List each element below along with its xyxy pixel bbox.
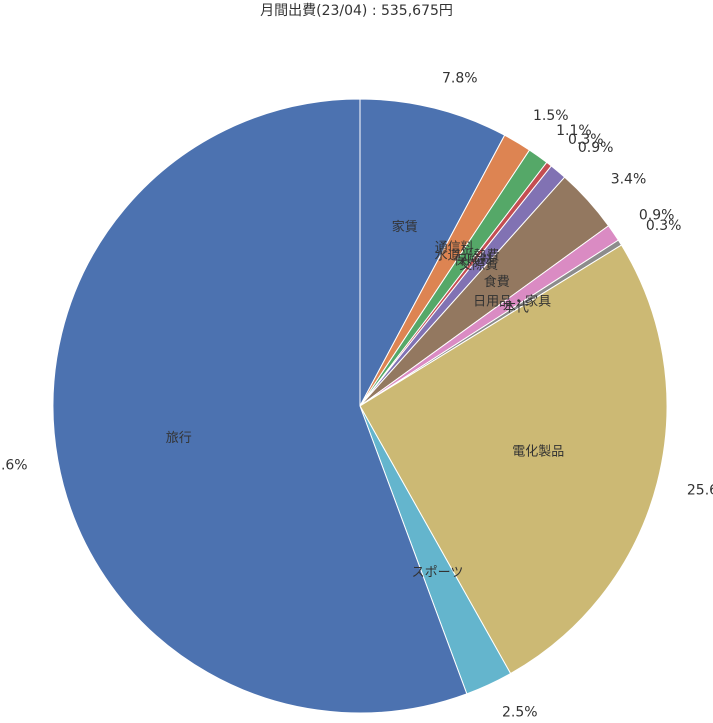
slice-percent-label: 0.3% [646, 218, 682, 234]
slice-percent-label: 1.1% [556, 123, 592, 139]
pie-slices [52, 98, 668, 714]
slice-percent-label: 0.9% [578, 140, 614, 156]
slice-category-label: 交際費 [459, 257, 498, 273]
slice-category-label: 保険料 [454, 253, 493, 268]
slice-category-label: 水道光熱費 [434, 249, 499, 264]
slice-category-label: 家賃 [392, 219, 418, 235]
pie-slice [52, 98, 468, 714]
slice-percent-label: 25.6% [687, 483, 713, 499]
slice-percent-label: 55.6% [0, 458, 28, 474]
slice-percent-label: 1.5% [533, 108, 569, 124]
pie-outer-labels: 7.8%1.5%1.1%0.3%0.9%3.4%0.9%0.3%25.6%2.5… [0, 70, 713, 720]
slice-percent-label: 3.4% [611, 172, 647, 188]
slice-category-label: 電化製品 [512, 445, 564, 460]
pie-slice [359, 244, 668, 675]
slice-percent-label: 0.9% [639, 208, 675, 224]
pie-slice [359, 98, 506, 407]
slice-category-label: 旅行 [166, 431, 192, 446]
slice-category-label: 通信料 [435, 240, 474, 255]
slice-percent-label: 7.8% [442, 70, 478, 86]
slice-category-label: スポーツ [412, 566, 464, 581]
chart-title: 月間出費(23/04) : 535,675円 [260, 3, 453, 19]
slice-category-label: 食費 [484, 274, 510, 290]
slice-category-label: 日用品・家具 [473, 294, 551, 310]
slice-percent-label: 0.3% [568, 132, 604, 148]
slice-category-label: 本代 [503, 300, 529, 315]
slice-percent-label: 2.5% [502, 704, 538, 720]
